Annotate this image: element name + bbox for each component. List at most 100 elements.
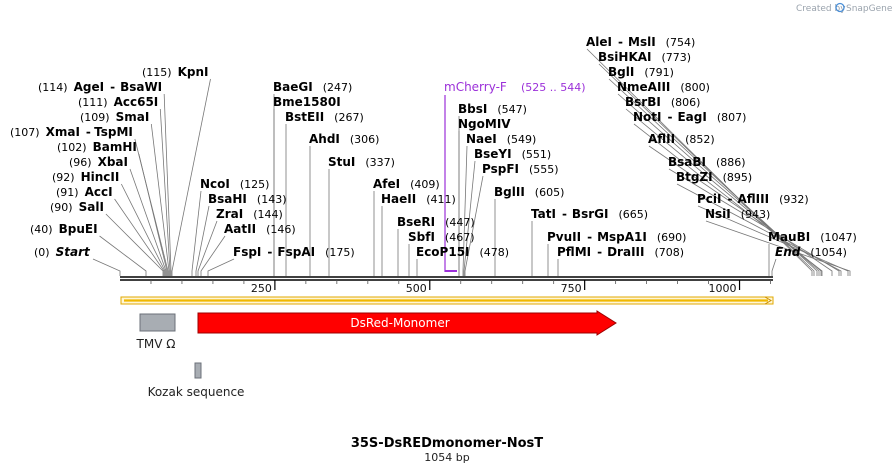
site-tati[interactable]: TatI - BsrGI (665) bbox=[531, 207, 648, 221]
site-label[interactable]: NotI - EagI (807) bbox=[633, 110, 746, 124]
site-label[interactable]: AleI - MslI (754) bbox=[586, 35, 695, 49]
site-xbai[interactable]: (96) XbaI bbox=[69, 155, 128, 169]
site-nmeaiii[interactable]: NmeAIII (800) bbox=[617, 80, 710, 94]
site-haeii[interactable]: HaeII (411) bbox=[381, 192, 456, 206]
site-bsteii[interactable]: BstEII (267) bbox=[285, 110, 364, 124]
site-aatii[interactable]: AatII (146) bbox=[224, 222, 296, 236]
site-label[interactable]: NgoMIV bbox=[458, 117, 511, 131]
site-label[interactable]: BstEII (267) bbox=[285, 110, 364, 124]
site-afei[interactable]: AfeI (409) bbox=[373, 177, 440, 191]
site-bseri[interactable]: BseRI (447) bbox=[397, 215, 475, 229]
site-label[interactable]: BsaHI (143) bbox=[208, 192, 287, 206]
site-label[interactable]: BsiHKAI (773) bbox=[598, 50, 691, 64]
site-noti[interactable]: NotI - EagI (807) bbox=[633, 110, 746, 124]
site-label[interactable]: (109) SmaI bbox=[80, 110, 149, 124]
site-hincii[interactable]: (92) HincII bbox=[52, 170, 119, 184]
site-pvuii[interactable]: PvuII - MspA1I (690) bbox=[547, 230, 686, 244]
site-btgzi[interactable]: BtgZI (895) bbox=[676, 170, 752, 184]
site-maubi[interactable]: MauBI (1047) bbox=[768, 230, 857, 244]
site-label[interactable]: (0) Start bbox=[34, 245, 91, 259]
site-label[interactable]: (111) Acc65I bbox=[78, 95, 158, 109]
site-pflmi[interactable]: PflMI - DraIII (708) bbox=[557, 245, 684, 259]
site-label[interactable]: BseRI (447) bbox=[397, 215, 475, 229]
site-label[interactable]: (90) SalI bbox=[50, 200, 104, 214]
site-label[interactable]: (92) HincII bbox=[52, 170, 119, 184]
site-label[interactable]: AfeI (409) bbox=[373, 177, 440, 191]
site-bseyi[interactable]: BseYI (551) bbox=[474, 147, 551, 161]
site-bamhi[interactable]: (102) BamHI bbox=[57, 140, 137, 154]
site-nsii[interactable]: NsiI (943) bbox=[705, 207, 770, 221]
site-label[interactable]: BseYI (551) bbox=[474, 147, 551, 161]
site-label[interactable]: NmeAIII (800) bbox=[617, 80, 710, 94]
site-label[interactable]: HaeII (411) bbox=[381, 192, 456, 206]
dsred-monomer-arrow[interactable] bbox=[197, 310, 617, 336]
site-stui[interactable]: StuI (337) bbox=[328, 155, 395, 169]
site-baegi[interactable]: BaeGI (247) bbox=[273, 80, 352, 94]
site-sali[interactable]: (90) SalI bbox=[50, 200, 104, 214]
site-fspi[interactable]: FspI - FspAI (175) bbox=[233, 245, 355, 259]
site-bsahi[interactable]: BsaHI (143) bbox=[208, 192, 287, 206]
site-label[interactable]: BsaBI (886) bbox=[668, 155, 746, 169]
site-ahdi[interactable]: AhdI (306) bbox=[309, 132, 379, 146]
site-kpni[interactable]: (115) KpnI bbox=[142, 65, 209, 79]
site-label[interactable]: AatII (146) bbox=[224, 222, 296, 236]
site-label[interactable]: PvuII - MspA1I (690) bbox=[547, 230, 686, 244]
site-bglii[interactable]: BglII (605) bbox=[494, 185, 564, 199]
site-ncoi[interactable]: NcoI (125) bbox=[200, 177, 269, 191]
site-zrai[interactable]: ZraI (144) bbox=[216, 207, 283, 221]
site-aflii[interactable]: AflII (852) bbox=[648, 132, 715, 146]
site-bme1580i[interactable]: Bme1580I bbox=[273, 95, 341, 109]
site-label[interactable]: PciI - AflIII (932) bbox=[697, 192, 809, 206]
site-ngomiv[interactable]: NgoMIV bbox=[458, 117, 511, 131]
site-xmai[interactable]: (107) XmaI - TspMI bbox=[10, 125, 133, 139]
site-label[interactable]: (107) XmaI - TspMI bbox=[10, 125, 133, 139]
site-acci[interactable]: (91) AccI bbox=[56, 185, 113, 199]
site-acc65i[interactable]: (111) Acc65I bbox=[78, 95, 158, 109]
site-label[interactable]: TatI - BsrGI (665) bbox=[531, 207, 648, 221]
site-bsabi[interactable]: BsaBI (886) bbox=[668, 155, 746, 169]
site-label[interactable]: PspFI (555) bbox=[482, 162, 559, 176]
site-label[interactable]: BglII (605) bbox=[494, 185, 564, 199]
site-label[interactable]: NcoI (125) bbox=[200, 177, 269, 191]
site-start[interactable]: (0) Start bbox=[34, 245, 91, 259]
site-pspfi[interactable]: PspFI (555) bbox=[482, 162, 559, 176]
site-bsrbi[interactable]: BsrBI (806) bbox=[625, 95, 700, 109]
site-label[interactable]: ZraI (144) bbox=[216, 207, 283, 221]
site-bpuei[interactable]: (40) BpuEI bbox=[30, 222, 98, 236]
site-ecop15i[interactable]: EcoP15I (478) bbox=[416, 245, 509, 259]
feature-kozak-sequence[interactable]: Kozak sequence bbox=[148, 362, 245, 399]
site-label[interactable]: BtgZI (895) bbox=[676, 170, 752, 184]
site-pcii[interactable]: PciI - AflIII (932) bbox=[697, 192, 809, 206]
site-label[interactable]: (115) KpnI bbox=[142, 65, 209, 79]
site-label[interactable]: BglI (791) bbox=[608, 65, 674, 79]
site-smai[interactable]: (109) SmaI bbox=[80, 110, 149, 124]
feature-dsred-monomer[interactable]: DsRed-Monomer bbox=[197, 310, 617, 336]
site-label[interactable]: EcoP15I (478) bbox=[416, 245, 509, 259]
site-label[interactable]: StuI (337) bbox=[328, 155, 395, 169]
site-agei[interactable]: (114) AgeI - BsaWI bbox=[38, 80, 162, 94]
site-label[interactable]: MauBI (1047) bbox=[768, 230, 857, 244]
site-end[interactable]: End (1054) bbox=[775, 245, 847, 259]
site-label[interactable]: SbfI (467) bbox=[408, 230, 475, 244]
primer-mcherry-f[interactable]: mCherry-F (525 .. 544) bbox=[444, 80, 586, 272]
site-label[interactable]: NaeI (549) bbox=[466, 132, 536, 146]
site-label[interactable]: FspI - FspAI (175) bbox=[233, 245, 355, 259]
kozak-box[interactable] bbox=[194, 362, 202, 379]
tmv-omega-box[interactable] bbox=[139, 313, 176, 332]
site-alei[interactable]: AleI - MslI (754) bbox=[586, 35, 695, 49]
site-label[interactable]: AflII (852) bbox=[648, 132, 715, 146]
site-bbsi[interactable]: BbsI (547) bbox=[458, 102, 527, 116]
site-label[interactable]: (40) BpuEI bbox=[30, 222, 98, 236]
site-label[interactable]: End (1054) bbox=[775, 245, 847, 259]
site-label[interactable]: NsiI (943) bbox=[705, 207, 770, 221]
site-label[interactable]: (96) XbaI bbox=[69, 155, 128, 169]
site-bgli[interactable]: BglI (791) bbox=[608, 65, 674, 79]
feature-tmv-omega[interactable]: TMV Ω bbox=[136, 313, 176, 351]
site-bsihkai[interactable]: BsiHKAI (773) bbox=[598, 50, 691, 64]
site-label[interactable]: AhdI (306) bbox=[309, 132, 379, 146]
site-naei[interactable]: NaeI (549) bbox=[466, 132, 536, 146]
site-label[interactable]: PflMI - DraIII (708) bbox=[557, 245, 684, 259]
site-label[interactable]: (114) AgeI - BsaWI bbox=[38, 80, 162, 94]
site-sbfi[interactable]: SbfI (467) bbox=[408, 230, 475, 244]
site-label[interactable]: BaeGI (247) bbox=[273, 80, 352, 94]
